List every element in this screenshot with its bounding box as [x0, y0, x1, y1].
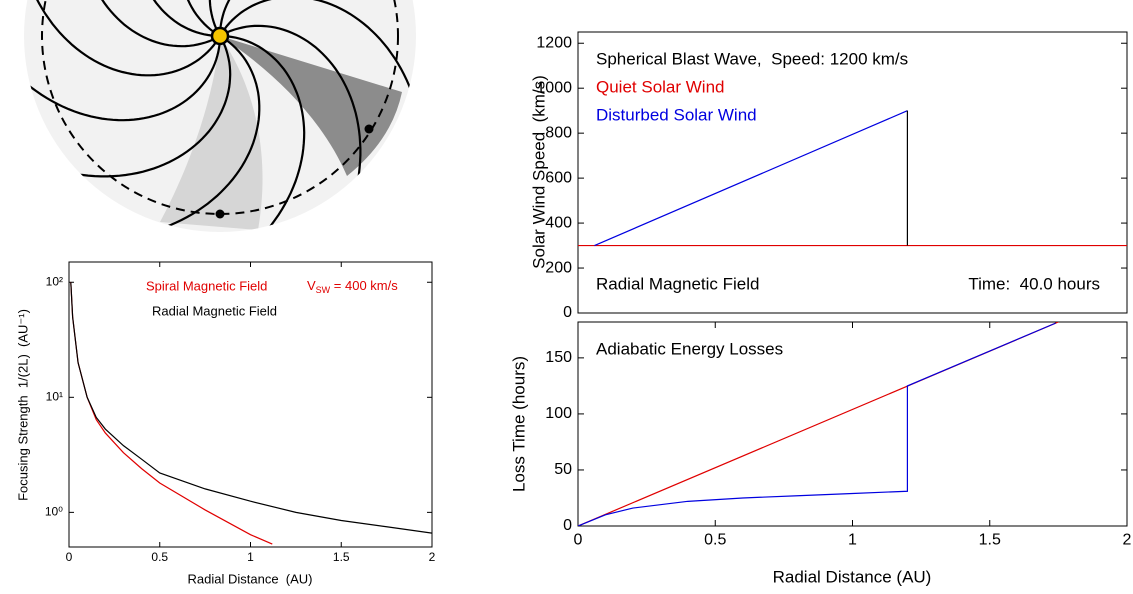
y-tick-label: 0 — [563, 517, 572, 534]
y-tick-label: 100 — [545, 405, 572, 422]
y-tick-label: 10⁰ — [45, 505, 63, 519]
legend-entry: Disturbed Solar Wind — [596, 105, 757, 124]
observer — [215, 209, 225, 219]
y-tick-label: 600 — [545, 169, 572, 186]
series-line — [70, 282, 273, 545]
y-axis-label: Solar Wind Speed (km/s) — [529, 75, 548, 269]
y-axis-label: Loss Time (hours) — [509, 356, 528, 492]
observer — [364, 124, 374, 134]
chart: 0 50 100 150 0 0.5 1 1.5 2 — [545, 321, 1132, 549]
x-tick-label: 0.5 — [151, 550, 168, 564]
x-tick-label: 1.5 — [979, 532, 1001, 549]
annotation: Adiabatic Energy Losses — [596, 339, 783, 358]
dark-wedge — [220, 36, 402, 176]
x-tick-label: 0 — [574, 532, 583, 549]
x-tick-label: 1 — [848, 532, 857, 549]
x-tick-label: 2 — [429, 550, 436, 564]
spiral-diagram — [24, 0, 416, 232]
series-line — [594, 110, 908, 247]
y-tick-label: 10² — [46, 274, 63, 288]
orbit — [41, 0, 399, 215]
series-line — [70, 282, 432, 534]
annotation: VSW = 400 km/s — [307, 278, 398, 295]
chart: 10⁰ 10¹ 10² 0 0.5 1 1.5 2 — [45, 261, 436, 564]
y-tick-label: 1200 — [536, 34, 572, 51]
y-tick-label: 200 — [545, 259, 572, 276]
x-tick-label: 0.5 — [704, 532, 726, 549]
light-wedge — [160, 36, 263, 230]
x-axis-label: Radial Distance (AU) — [188, 571, 313, 586]
field-line — [24, 0, 221, 77]
x-tick-label: 0 — [66, 550, 73, 564]
series-line — [578, 322, 1056, 526]
field-line — [134, 0, 228, 38]
legend-entry: Spiral Magnetic Field — [146, 278, 267, 293]
y-tick-label: 0 — [563, 304, 572, 321]
x-axis-label: Radial Distance (AU) — [773, 567, 932, 586]
annotation: Radial Magnetic Field — [596, 274, 759, 293]
x-tick-label: 2 — [1123, 532, 1132, 549]
field-line — [179, 0, 347, 37]
chart: 0 200 400 600 800 1000 1200 — [536, 31, 1128, 321]
y-tick-label: 800 — [545, 124, 572, 141]
y-axis-label: Focusing Strength 1/(2L) (AU⁻¹) — [15, 309, 30, 501]
legend-entry: Radial Magnetic Field — [152, 303, 277, 318]
x-tick-label: 1 — [247, 550, 254, 564]
annotation: Spherical Blast Wave, Speed: 1200 km/s — [596, 49, 908, 68]
field-line — [78, 0, 221, 48]
y-tick-label: 1000 — [536, 79, 572, 96]
sun — [210, 26, 230, 46]
y-tick-label: 50 — [554, 461, 572, 478]
y-tick-label: 10¹ — [46, 389, 63, 403]
annotation: Time: 40.0 hours — [968, 274, 1100, 293]
y-tick-label: 150 — [545, 349, 572, 366]
legend-entry: Quiet Solar Wind — [596, 77, 725, 96]
y-tick-label: 400 — [545, 214, 572, 231]
plot-frame — [577, 31, 1128, 314]
x-tick-label: 1.5 — [333, 550, 350, 564]
